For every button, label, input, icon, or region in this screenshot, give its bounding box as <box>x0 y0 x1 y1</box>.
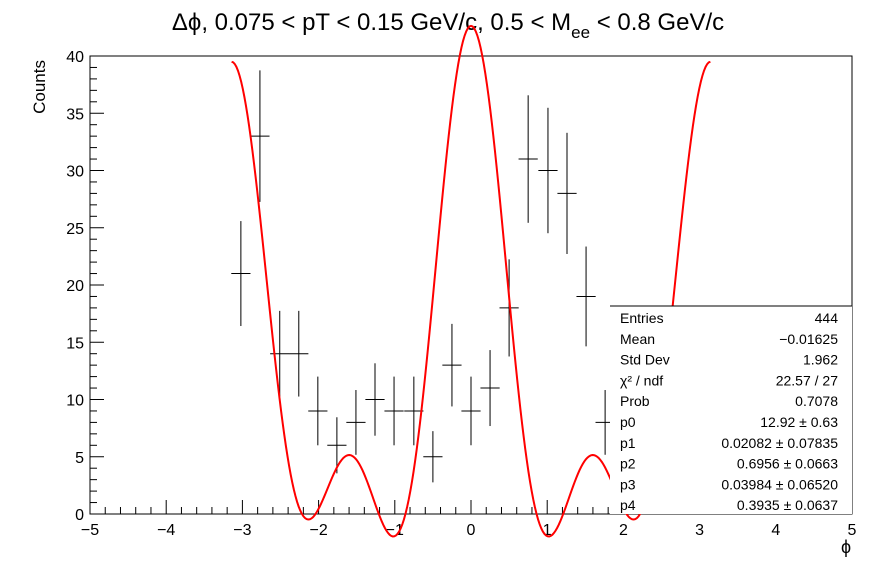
data-point <box>538 107 558 234</box>
y-axis-label: Counts <box>30 60 49 114</box>
y-tick-label: 5 <box>75 450 84 467</box>
x-axis-label: ϕ <box>841 537 851 557</box>
data-point <box>404 376 424 446</box>
data-point <box>384 376 404 446</box>
x-tick-label: −5 <box>81 522 99 539</box>
y-tick-label: 10 <box>66 393 84 410</box>
stats-value: 444 <box>815 310 839 326</box>
data-point <box>557 132 577 254</box>
stats-value: −0.01625 <box>779 331 838 347</box>
y-tick-label: 40 <box>66 49 84 66</box>
stats-label: p3 <box>620 476 636 492</box>
title-tail: < 0.8 GeV/c <box>590 9 724 36</box>
stats-label: Entries <box>620 310 664 326</box>
data-point <box>442 323 462 407</box>
stats-value: 12.92 ± 0.63 <box>760 414 838 430</box>
x-tick-label: 3 <box>695 522 704 539</box>
stats-value: 22.57 / 27 <box>776 372 838 388</box>
stats-label: Mean <box>620 331 655 347</box>
stats-box-bg <box>610 306 852 514</box>
data-point <box>499 259 519 357</box>
y-tick-label: 20 <box>66 278 84 295</box>
stats-value: 0.03984 ± 0.06520 <box>721 476 838 492</box>
y-tick-label: 25 <box>66 221 84 238</box>
stats-value: 0.02082 ± 0.07835 <box>721 435 838 451</box>
chart-title: Δϕ, 0.075 < pT < 0.15 GeV/c, 0.5 < Mee <… <box>172 9 724 42</box>
data-point <box>423 431 443 483</box>
y-tick-label: 15 <box>66 335 84 352</box>
stats-label: χ² / ndf <box>620 372 663 388</box>
x-tick-label: −4 <box>157 522 175 539</box>
data-point <box>480 350 500 427</box>
stats-label: Prob <box>620 393 650 409</box>
data-point <box>289 310 309 397</box>
data-point <box>270 310 290 397</box>
data-point <box>365 363 385 436</box>
data-point <box>461 376 481 446</box>
svg-text:Δϕ, 0.075 < pT < 0.15 GeV/c, 0: Δϕ, 0.075 < pT < 0.15 GeV/c, 0.5 < Mee <… <box>172 9 724 42</box>
x-tick-label: 0 <box>467 522 476 539</box>
data-point <box>576 246 596 347</box>
stats-value: 1.962 <box>803 352 838 368</box>
stats-value: 0.7078 <box>795 393 838 409</box>
title-main: Δϕ, 0.075 < pT < 0.15 GeV/c, 0.5 < M <box>172 9 571 36</box>
y-tick-label: 35 <box>66 106 84 123</box>
stats-label: p2 <box>620 456 636 472</box>
stats-label: p1 <box>620 435 636 451</box>
data-point <box>327 417 347 474</box>
stats-value: 0.3935 ± 0.0637 <box>737 497 838 513</box>
y-tick-label: 0 <box>75 507 84 524</box>
stats-label: p4 <box>620 497 636 513</box>
x-tick-label: −3 <box>233 522 251 539</box>
x-tick-label: 5 <box>848 522 857 539</box>
data-point <box>308 376 328 446</box>
x-tick-label: 2 <box>619 522 628 539</box>
data-point <box>346 390 366 455</box>
data-point <box>518 95 538 223</box>
x-tick-label: 4 <box>771 522 780 539</box>
title-subscript: ee <box>571 23 590 42</box>
x-tick-label: −2 <box>309 522 327 539</box>
data-point <box>231 221 251 327</box>
data-point <box>250 70 270 202</box>
fit-curve-line <box>231 24 711 538</box>
stats-label: Std Dev <box>620 352 670 368</box>
x-tick-label: 1 <box>543 522 552 539</box>
stats-label: p0 <box>620 414 636 430</box>
y-tick-label: 30 <box>66 164 84 181</box>
stats-value: 0.6956 ± 0.0663 <box>737 456 838 472</box>
